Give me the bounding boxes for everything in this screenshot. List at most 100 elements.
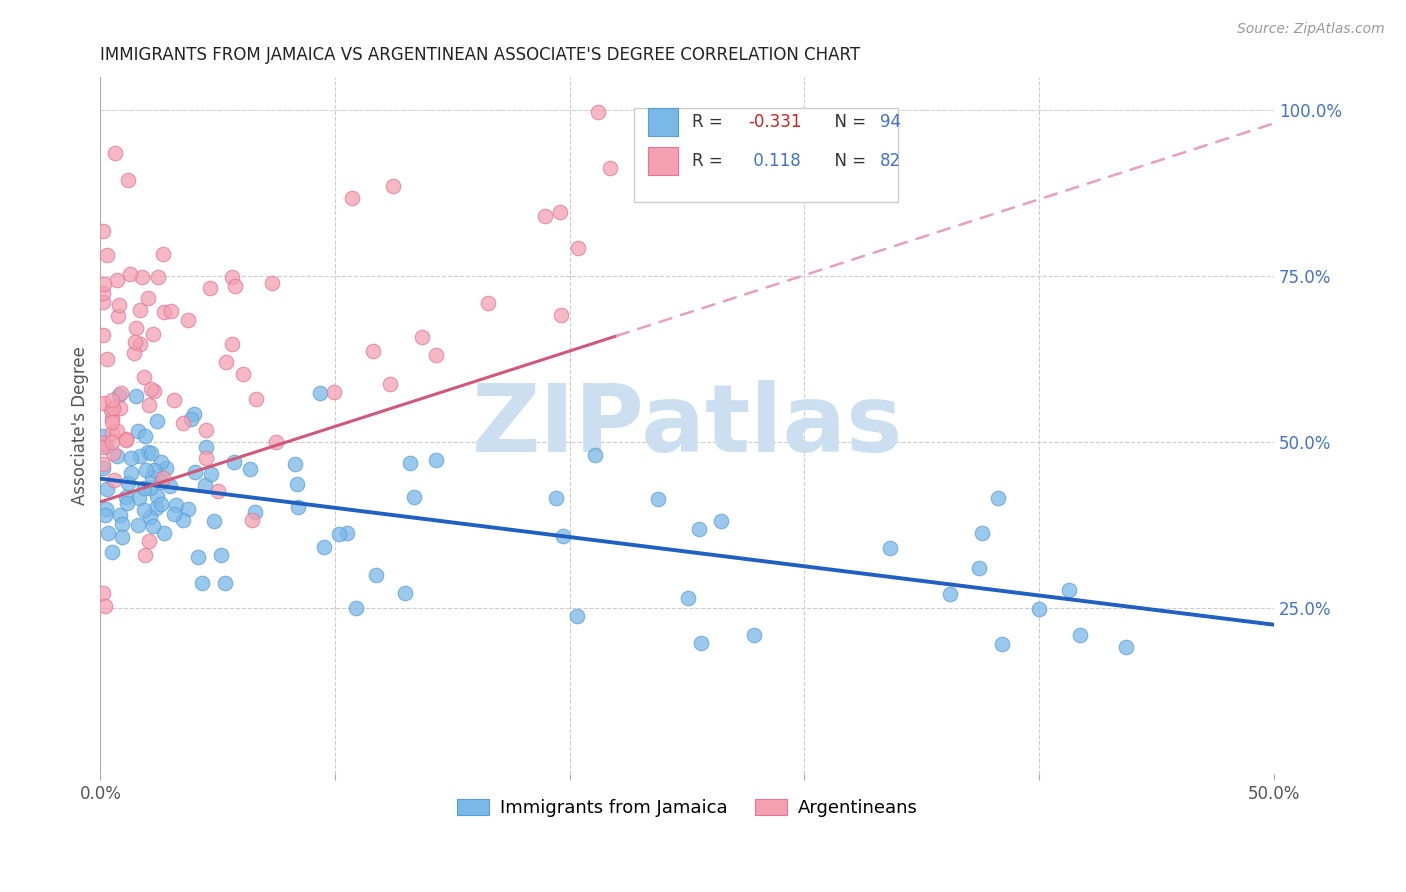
- Point: [583, 448, 606, 462]
- Point: [141, 470, 163, 484]
- Point: [364, 567, 387, 582]
- Point: [125, 321, 148, 335]
- Point: [200, 281, 222, 295]
- Point: [165, 498, 187, 512]
- Point: [180, 412, 202, 426]
- Text: N =: N =: [824, 113, 872, 131]
- Point: [107, 309, 129, 323]
- Text: ZIPatlas: ZIPatlas: [471, 379, 903, 472]
- Point: [91, 435, 114, 450]
- Point: [336, 525, 359, 540]
- Point: [138, 291, 160, 305]
- Point: [202, 514, 225, 528]
- Point: [309, 386, 332, 401]
- Point: [284, 457, 307, 471]
- Point: [183, 465, 205, 479]
- Point: [132, 370, 155, 384]
- Text: 94: 94: [880, 113, 901, 131]
- Point: [314, 540, 336, 554]
- Point: [103, 473, 125, 487]
- Point: [245, 392, 267, 407]
- Point: [187, 550, 209, 565]
- Point: [136, 445, 159, 459]
- Point: [120, 267, 142, 281]
- Point: [96, 351, 118, 366]
- Point: [139, 481, 162, 495]
- Point: [91, 441, 114, 455]
- Point: [159, 479, 181, 493]
- Point: [742, 627, 765, 641]
- Point: [142, 463, 165, 477]
- Point: [148, 269, 170, 284]
- Point: [97, 526, 120, 541]
- Point: [344, 600, 367, 615]
- Point: [117, 475, 139, 490]
- Point: [260, 277, 283, 291]
- Point: [105, 273, 128, 287]
- Point: [94, 439, 117, 453]
- Point: [710, 514, 733, 528]
- Point: [239, 462, 262, 476]
- Point: [120, 467, 142, 481]
- Point: [191, 575, 214, 590]
- Point: [128, 449, 150, 463]
- Point: [150, 475, 173, 489]
- Point: [111, 517, 134, 532]
- Point: [378, 376, 401, 391]
- Text: N =: N =: [824, 152, 872, 169]
- Point: [879, 541, 901, 555]
- Point: [264, 434, 287, 449]
- Point: [172, 416, 194, 430]
- Point: [567, 608, 589, 623]
- Point: [588, 104, 610, 119]
- Bar: [648, 108, 678, 136]
- Point: [153, 525, 176, 540]
- Point: [101, 545, 124, 559]
- Bar: [648, 146, 678, 175]
- Point: [117, 173, 139, 187]
- Point: [134, 503, 156, 517]
- Point: [1057, 582, 1080, 597]
- Point: [110, 385, 132, 400]
- Point: [163, 508, 186, 522]
- Point: [124, 335, 146, 350]
- Point: [142, 326, 165, 341]
- Text: IMMIGRANTS FROM JAMAICA VS ARGENTINEAN ASSOCIATE'S DEGREE CORRELATION CHART: IMMIGRANTS FROM JAMAICA VS ARGENTINEAN A…: [100, 46, 860, 64]
- Point: [134, 548, 156, 562]
- Point: [101, 393, 124, 408]
- Text: 82: 82: [880, 152, 901, 169]
- Point: [96, 501, 118, 516]
- Point: [91, 224, 114, 238]
- Point: [425, 453, 447, 467]
- Point: [143, 384, 166, 398]
- Point: [120, 450, 142, 465]
- Point: [224, 455, 246, 469]
- Point: [340, 191, 363, 205]
- Point: [93, 277, 115, 291]
- Point: [91, 457, 114, 471]
- Point: [115, 496, 138, 510]
- Point: [224, 278, 246, 293]
- Point: [115, 432, 138, 446]
- Point: [534, 209, 557, 223]
- Point: [567, 241, 589, 255]
- Point: [1069, 628, 1091, 642]
- Point: [425, 348, 447, 362]
- Point: [128, 491, 150, 505]
- Point: [91, 286, 114, 301]
- Point: [195, 423, 218, 437]
- Point: [100, 403, 122, 417]
- Point: [94, 508, 117, 522]
- Point: [105, 424, 128, 438]
- Y-axis label: Associate's Degree: Associate's Degree: [72, 346, 89, 505]
- Point: [139, 510, 162, 524]
- Point: [108, 508, 131, 522]
- Legend: Immigrants from Jamaica, Argentineans: Immigrants from Jamaica, Argentineans: [450, 792, 925, 824]
- Text: 0.118: 0.118: [748, 152, 801, 169]
- Point: [101, 435, 124, 450]
- Point: [145, 501, 167, 516]
- Point: [328, 527, 350, 541]
- Point: [172, 513, 194, 527]
- Point: [138, 533, 160, 548]
- Point: [690, 636, 713, 650]
